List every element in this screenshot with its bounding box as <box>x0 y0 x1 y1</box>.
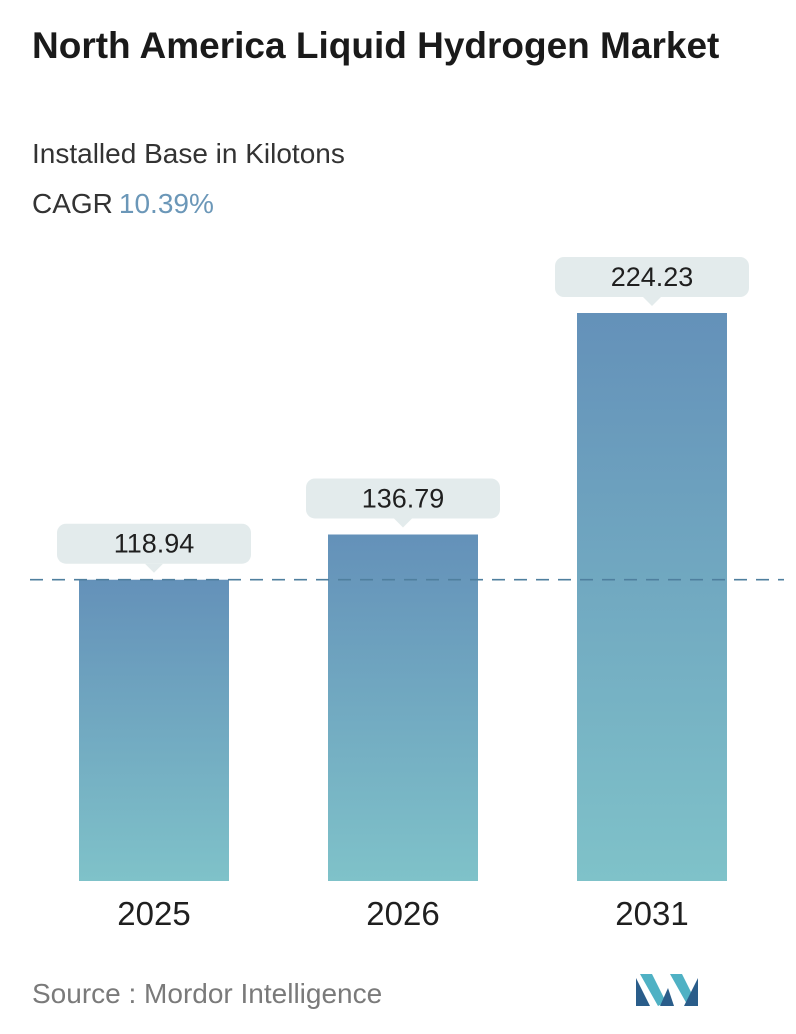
bar-2031 <box>577 313 727 881</box>
value-label: 224.23 <box>611 262 694 292</box>
x-tick-label: 2031 <box>615 895 688 932</box>
cagr-label: CAGR <box>32 188 113 219</box>
value-label-pointer <box>145 563 163 573</box>
chart-subtitle: Installed Base in Kilotons <box>32 138 345 169</box>
bar-2025 <box>79 579 229 881</box>
bar-2026 <box>328 534 478 881</box>
value-label: 118.94 <box>114 529 195 559</box>
bars-layer <box>79 313 727 881</box>
value-label-box <box>306 478 500 519</box>
value-label-pointer <box>643 297 661 306</box>
x-tick-label: 2026 <box>366 895 439 932</box>
bar-chart: 118.94 2025 136.79 2026 224.23 2031 <box>30 257 784 932</box>
x-tick-label: 2025 <box>117 895 190 932</box>
cagr-value: 10.39% <box>118 188 214 219</box>
cagr-line: CAGR 10.39% <box>32 188 214 220</box>
value-label: 136.79 <box>362 483 445 513</box>
value-label-pointer <box>394 518 412 528</box>
source-text: Source : Mordor Intelligence <box>32 978 383 1009</box>
value-label-box <box>57 523 251 564</box>
value-label-box <box>555 257 749 297</box>
chart-title: North America Liquid Hydrogen Market <box>32 25 720 66</box>
mordor-intelligence-logo-icon <box>634 970 700 1015</box>
labels-layer: 118.94 2025 136.79 2026 224.23 2031 <box>57 257 749 932</box>
